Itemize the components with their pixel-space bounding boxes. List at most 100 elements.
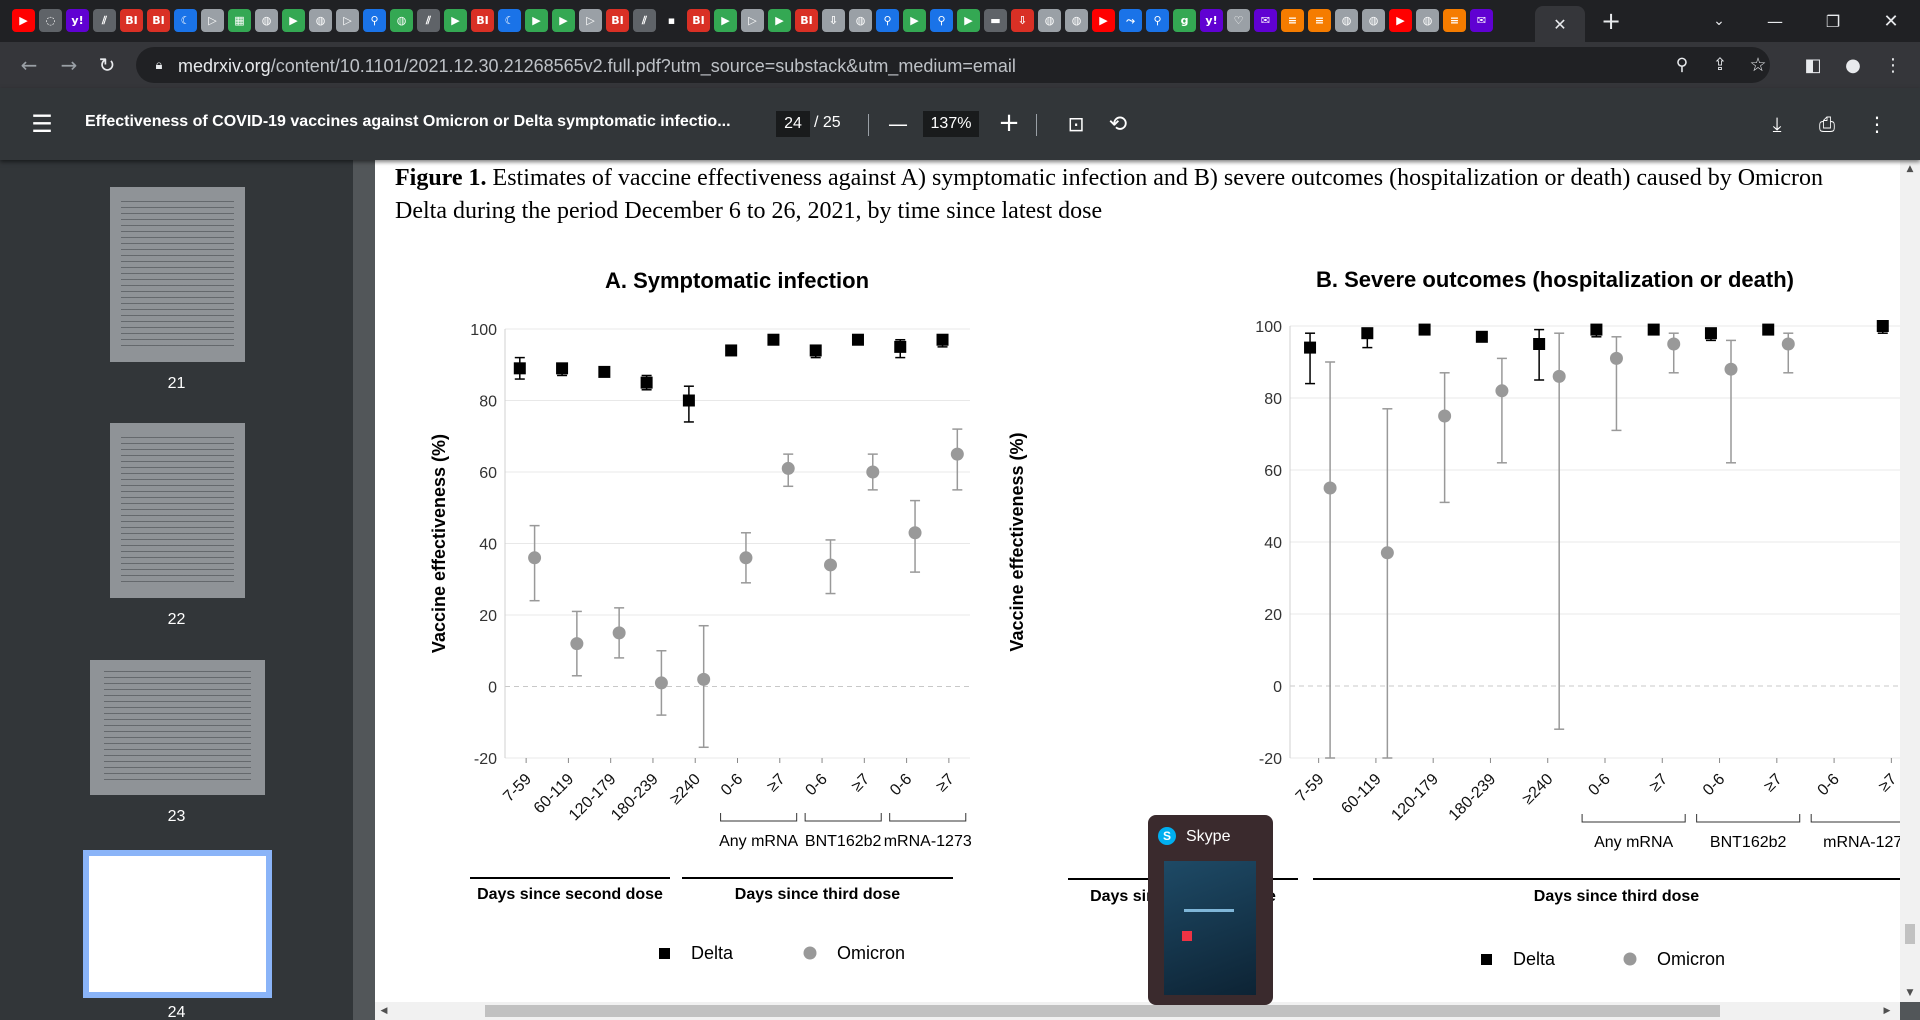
tab-icon-generic[interactable]: ▦: [228, 9, 251, 32]
close-tab-icon[interactable]: ✕: [1553, 14, 1567, 34]
yahoo-icon[interactable]: y!: [1200, 9, 1223, 32]
more-options-icon[interactable]: ⋮: [1867, 112, 1887, 136]
back-icon[interactable]: ←: [20, 53, 38, 77]
zoom-level-input[interactable]: 137%: [923, 111, 979, 137]
active-tab[interactable]: ✕: [1535, 6, 1585, 42]
minimize-icon[interactable]: —: [1767, 11, 1783, 31]
play-icon[interactable]: ▶: [903, 9, 926, 32]
bookmark-star-icon[interactable]: ☆: [1749, 54, 1767, 76]
tab-icon-generic[interactable]: ◌: [39, 9, 62, 32]
tab-icon-generic[interactable]: ✉: [1470, 9, 1493, 32]
scroll-right-icon[interactable]: ▶: [1883, 1006, 1891, 1016]
vertical-scrollbar[interactable]: ▲ ▼: [1900, 160, 1920, 1002]
tab-icon-generic[interactable]: ▷: [579, 9, 602, 32]
tab-icon-generic[interactable]: ≡: [1281, 9, 1304, 32]
horizontal-scrollbar-thumb[interactable]: [485, 1005, 1720, 1017]
tab-icon-generic[interactable]: ≡: [1308, 9, 1331, 32]
zoom-in-icon[interactable]: +: [998, 108, 1020, 138]
play-icon[interactable]: ▶: [525, 9, 548, 32]
globe-icon[interactable]: ◍: [1416, 9, 1439, 32]
tab-icon-generic[interactable]: ▷: [741, 9, 764, 32]
search-icon[interactable]: ⚲: [876, 9, 899, 32]
play-icon[interactable]: ▶: [714, 9, 737, 32]
globe-icon[interactable]: ◍: [255, 9, 278, 32]
restore-icon[interactable]: ❐: [1825, 11, 1841, 31]
tab-icon-generic[interactable]: ▷: [336, 9, 359, 32]
tab-icon-generic[interactable]: ⫽: [633, 9, 656, 32]
rotate-icon[interactable]: ⟲: [1108, 111, 1128, 137]
omicron-point: [1724, 362, 1738, 376]
business-insider-icon[interactable]: BI: [471, 9, 494, 32]
page-thumbnail[interactable]: [110, 187, 245, 362]
address-bar[interactable]: 🔒︎ medrxiv.org/content/10.1101/2021.12.3…: [136, 47, 1770, 83]
business-insider-icon[interactable]: BI: [147, 9, 170, 32]
business-insider-icon[interactable]: BI: [687, 9, 710, 32]
tab-icon-generic[interactable]: ▷: [201, 9, 224, 32]
tab-icon-generic[interactable]: g: [1173, 9, 1196, 32]
tab-icon-generic[interactable]: ▪: [660, 9, 683, 32]
url-text[interactable]: medrxiv.org/content/10.1101/2021.12.30.2…: [178, 56, 1016, 77]
scroll-up-icon[interactable]: ▲: [1906, 164, 1914, 174]
tab-icon-generic[interactable]: ✉: [1254, 9, 1277, 32]
globe-icon[interactable]: ◍: [309, 9, 332, 32]
fit-page-icon[interactable]: ⊡: [1067, 112, 1085, 136]
reload-icon[interactable]: ↻: [98, 53, 116, 77]
play-icon[interactable]: ▶: [957, 9, 980, 32]
lock-icon[interactable]: 🔒︎: [155, 57, 163, 73]
page-thumbnail[interactable]: [110, 423, 245, 598]
play-icon[interactable]: ▶: [768, 9, 791, 32]
tab-icon-generic[interactable]: ⇩: [822, 9, 845, 32]
globe-icon[interactable]: ◍: [1065, 9, 1088, 32]
search-icon[interactable]: ⚲: [930, 9, 953, 32]
business-insider-icon[interactable]: BI: [606, 9, 629, 32]
skype-taskbar-preview[interactable]: S Skype: [1148, 815, 1273, 1005]
zoom-icon[interactable]: ⚲: [1675, 55, 1689, 75]
play-icon[interactable]: ▶: [552, 9, 575, 32]
search-icon[interactable]: ⚲: [1146, 9, 1169, 32]
new-tab-icon[interactable]: +: [1600, 7, 1622, 35]
side-panel-icon[interactable]: ◧: [1804, 54, 1822, 76]
page-thumbnail[interactable]: [90, 660, 265, 795]
tab-icon-generic[interactable]: ⫽: [417, 9, 440, 32]
youtube-icon[interactable]: ▶: [1389, 9, 1412, 32]
youtube-icon[interactable]: ▶: [1092, 9, 1115, 32]
search-icon[interactable]: ⚲: [363, 9, 386, 32]
forward-icon[interactable]: →: [60, 53, 78, 77]
chrome-menu-icon[interactable]: ⋮: [1884, 54, 1902, 76]
youtube-icon[interactable]: ▶: [12, 9, 35, 32]
tab-icon-generic[interactable]: ☾: [174, 9, 197, 32]
scroll-down-icon[interactable]: ▼: [1906, 988, 1914, 998]
close-window-icon[interactable]: ✕: [1883, 10, 1899, 32]
business-insider-icon[interactable]: BI: [795, 9, 818, 32]
page-thumbnail-selected[interactable]: [83, 850, 272, 998]
download-icon[interactable]: ⤓: [1772, 112, 1782, 136]
tab-icon-generic[interactable]: ▬: [984, 9, 1007, 32]
globe-icon[interactable]: ◍: [849, 9, 872, 32]
zoom-out-icon[interactable]: —: [888, 112, 908, 136]
tab-icon-generic[interactable]: ♡: [1227, 9, 1250, 32]
vertical-scrollbar-thumb[interactable]: [1905, 924, 1915, 944]
globe-icon[interactable]: ◍: [390, 9, 413, 32]
tab-icon-generic[interactable]: ⫽: [93, 9, 116, 32]
tab-search-icon[interactable]: ⌄: [1713, 13, 1725, 29]
tab-icon-generic[interactable]: ⤳: [1119, 9, 1142, 32]
globe-icon[interactable]: ◍: [1335, 9, 1358, 32]
menu-icon[interactable]: ☰: [31, 110, 53, 138]
scroll-left-icon[interactable]: ◀: [380, 1006, 388, 1016]
toolbar-divider: [1036, 114, 1037, 136]
globe-icon[interactable]: ◍: [1038, 9, 1061, 32]
business-insider-icon[interactable]: BI: [120, 9, 143, 32]
tab-icon-generic[interactable]: ☾: [498, 9, 521, 32]
skype-window-preview[interactable]: [1164, 861, 1256, 995]
yahoo-icon[interactable]: y!: [66, 9, 89, 32]
globe-icon[interactable]: ◍: [1362, 9, 1385, 32]
profile-icon[interactable]: ●: [1845, 54, 1861, 76]
share-icon[interactable]: ⇪: [1712, 55, 1728, 75]
tab-icon-generic[interactable]: ⇩: [1011, 9, 1034, 32]
play-icon[interactable]: ▶: [282, 9, 305, 32]
play-icon[interactable]: ▶: [444, 9, 467, 32]
tab-icon-generic[interactable]: ≡: [1443, 9, 1466, 32]
page-number-input[interactable]: 24: [776, 111, 810, 137]
horizontal-scrollbar[interactable]: ◀ ▶: [375, 1002, 1900, 1020]
print-icon[interactable]: ⎙: [1819, 112, 1835, 136]
